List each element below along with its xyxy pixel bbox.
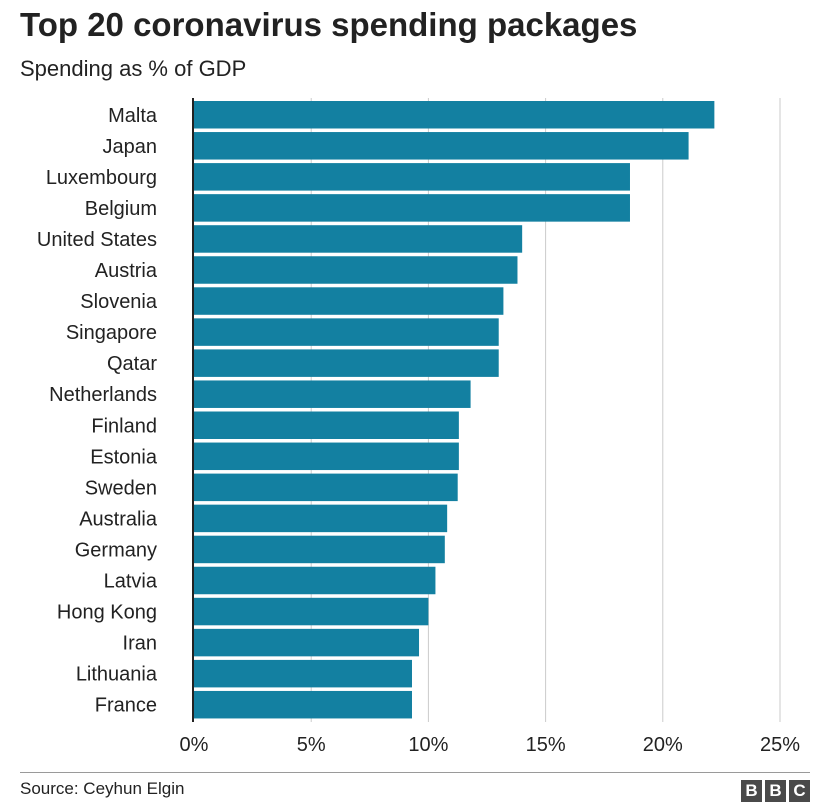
bar-finland — [194, 411, 459, 439]
category-label-luxembourg: Luxembourg — [46, 167, 157, 189]
category-label-singapore: Singapore — [66, 322, 157, 344]
bar-slovenia — [194, 287, 504, 315]
chart-subtitle: Spending as % of GDP — [20, 56, 247, 81]
x-tick-label-0: 0% — [180, 734, 209, 756]
x-tick-label-5: 25% — [760, 734, 800, 756]
category-label-australia: Australia — [79, 508, 158, 530]
category-label-france: France — [95, 695, 157, 717]
category-label-iran: Iran — [123, 633, 157, 655]
bar-lithuania — [194, 659, 412, 688]
category-label-netherlands: Netherlands — [49, 384, 157, 406]
bar-estonia — [194, 442, 459, 471]
bar-singapore — [194, 318, 499, 346]
category-label-slovenia: Slovenia — [80, 291, 158, 313]
category-label-hong-kong: Hong Kong — [57, 602, 157, 624]
category-label-belgium: Belgium — [85, 198, 157, 220]
bar-malta — [194, 101, 715, 129]
chart-title: Top 20 coronavirus spending packages — [20, 6, 638, 43]
bar-netherlands — [194, 380, 471, 408]
category-label-united-states: United States — [37, 229, 157, 251]
category-label-malta: Malta — [108, 105, 158, 127]
x-tick-label-3: 15% — [526, 734, 566, 756]
category-label-latvia: Latvia — [104, 571, 158, 593]
bar-belgium — [194, 194, 630, 222]
bar-united-states — [194, 225, 523, 253]
category-label-japan: Japan — [103, 136, 158, 158]
bar-hong-kong — [194, 597, 429, 626]
category-label-austria: Austria — [95, 260, 158, 282]
bar-latvia — [194, 566, 436, 595]
category-label-estonia: Estonia — [90, 446, 158, 468]
category-label-sweden: Sweden — [85, 477, 157, 499]
bbc-logo-block-1: B — [741, 780, 762, 802]
bar-austria — [194, 256, 518, 284]
category-label-finland: Finland — [91, 415, 157, 437]
category-label-germany: Germany — [75, 539, 157, 561]
x-tick-label-1: 5% — [297, 734, 326, 756]
bar-germany — [194, 535, 445, 564]
bbc-logo-block-2: B — [765, 780, 786, 802]
bar-iran — [194, 628, 420, 657]
footer-divider — [20, 772, 810, 773]
bar-chart: Malta Japan Luxembourg Belgium United States… — [37, 98, 800, 756]
bar-france — [194, 690, 412, 719]
bar-japan — [194, 132, 689, 160]
category-label-lithuania: Lithuania — [76, 664, 158, 686]
bbc-logo: B B C — [741, 780, 810, 802]
bbc-logo-block-3: C — [789, 780, 810, 802]
bar-sweden — [194, 473, 458, 502]
x-tick-label-2: 10% — [408, 734, 448, 756]
source-note: Source: Ceyhun Elgin — [20, 779, 185, 798]
bar-australia — [194, 504, 448, 533]
bar-luxembourg — [194, 163, 630, 191]
category-label-qatar: Qatar — [107, 353, 157, 375]
bar-qatar — [194, 349, 499, 377]
x-tick-label-4: 20% — [643, 734, 683, 756]
